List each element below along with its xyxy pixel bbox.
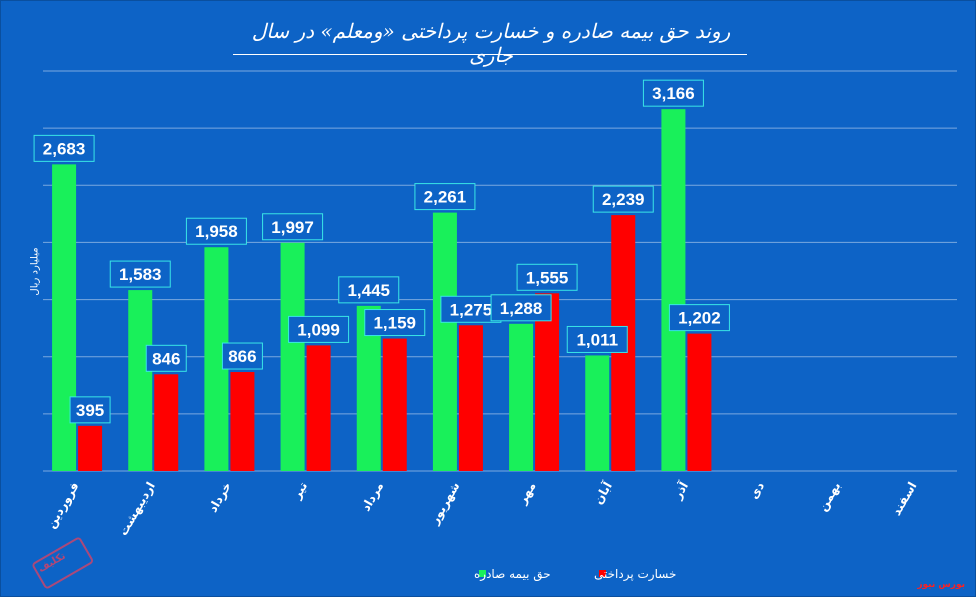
data-label-box bbox=[338, 276, 400, 304]
data-label: 1,583 bbox=[119, 265, 162, 284]
data-label: 3,166 bbox=[652, 84, 695, 103]
x-tick-label: بهمن bbox=[816, 480, 844, 514]
data-label: 1,555 bbox=[526, 268, 569, 287]
x-tick-label: مهر bbox=[515, 480, 539, 508]
brand-label: بورس نیوز bbox=[917, 580, 965, 590]
x-tick-label: اردیبهشت bbox=[116, 480, 158, 538]
x-tick-label: اسفند bbox=[889, 480, 919, 519]
data-label-box bbox=[414, 183, 476, 211]
data-label: 1,997 bbox=[271, 218, 314, 237]
data-label: 395 bbox=[76, 401, 104, 420]
legend-label: خسارت پرداختی bbox=[594, 567, 676, 582]
x-tick-label: خرداد bbox=[206, 480, 234, 515]
bar bbox=[230, 372, 255, 471]
bar bbox=[585, 355, 610, 471]
x-tick-label: تیر bbox=[289, 480, 310, 502]
bar bbox=[306, 345, 331, 471]
data-label: 1,275 bbox=[450, 300, 493, 319]
data-label: 866 bbox=[228, 347, 256, 366]
data-label: 1,099 bbox=[297, 320, 340, 339]
data-label-box bbox=[364, 309, 426, 337]
legend-swatch bbox=[479, 570, 486, 577]
x-tick-label: آذر bbox=[669, 478, 692, 502]
data-label: 1,958 bbox=[195, 222, 238, 241]
bar bbox=[458, 325, 483, 471]
title-underline bbox=[233, 54, 747, 55]
data-label-box bbox=[668, 304, 730, 332]
data-label: 1,288 bbox=[500, 299, 543, 318]
x-tick-label: مرداد bbox=[359, 480, 387, 514]
legend-swatch bbox=[599, 570, 606, 577]
data-label-box bbox=[69, 396, 111, 424]
bar bbox=[78, 425, 103, 471]
bar bbox=[661, 109, 686, 472]
bar bbox=[432, 212, 457, 471]
data-label: 1,202 bbox=[678, 309, 721, 328]
data-label-box bbox=[109, 260, 171, 288]
bar bbox=[154, 374, 179, 471]
data-label-box bbox=[566, 325, 628, 353]
data-label: 2,683 bbox=[43, 139, 86, 158]
chart-title: روند حق بیمه صادره و خسارت پرداختی «ومعل… bbox=[251, 19, 731, 67]
data-label: 2,239 bbox=[602, 190, 645, 209]
data-label: 1,011 bbox=[576, 330, 618, 349]
bar bbox=[535, 293, 560, 471]
x-tick-label: آبان bbox=[590, 478, 615, 507]
data-label-box bbox=[33, 134, 95, 162]
x-tick-label: فروردین bbox=[44, 480, 83, 532]
data-label: 1,159 bbox=[373, 314, 416, 333]
data-label: 1,445 bbox=[347, 281, 390, 300]
bar bbox=[687, 333, 712, 471]
data-label-box bbox=[642, 79, 704, 107]
data-label-box bbox=[262, 213, 324, 241]
legend-label: حق بیمه صادره bbox=[474, 567, 551, 582]
data-label-box bbox=[592, 185, 654, 213]
data-label-box bbox=[516, 263, 578, 291]
bar bbox=[280, 242, 305, 471]
data-label: 846 bbox=[152, 349, 180, 368]
bar bbox=[52, 164, 77, 471]
data-label-box bbox=[288, 315, 350, 343]
bar bbox=[509, 323, 534, 471]
data-label-box bbox=[185, 217, 247, 245]
bar bbox=[382, 338, 407, 471]
bar bbox=[128, 290, 153, 471]
x-tick-label: دی bbox=[746, 480, 767, 502]
data-label-box bbox=[145, 344, 187, 372]
data-label-box bbox=[221, 342, 263, 370]
data-label: 2,261 bbox=[424, 188, 467, 207]
data-label-box bbox=[490, 294, 552, 322]
x-tick-label: شهریور bbox=[427, 480, 464, 528]
